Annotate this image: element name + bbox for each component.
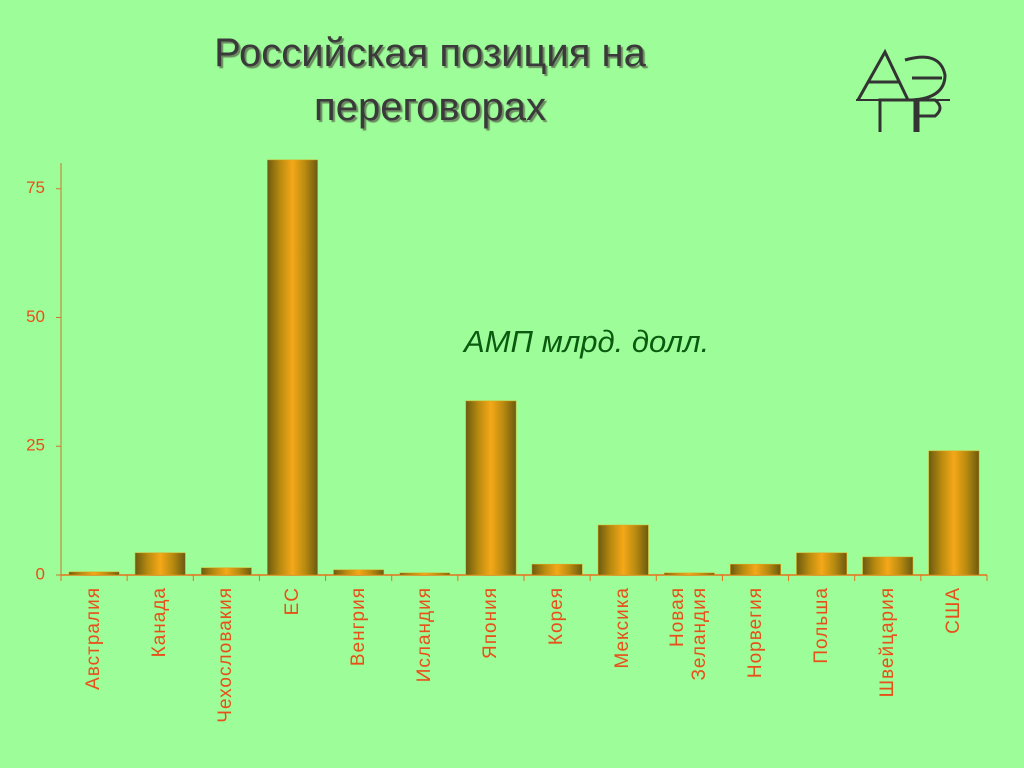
- y-tick-label: 75: [26, 178, 45, 197]
- bar: [200, 567, 252, 576]
- bar: [663, 572, 715, 576]
- chart-title: Российская позиция на переговорах: [214, 31, 646, 129]
- bar: [399, 572, 451, 576]
- bar: [862, 556, 914, 576]
- bar: [68, 571, 120, 576]
- x-tick-label: ЕС: [281, 587, 303, 616]
- logo: [856, 48, 950, 132]
- x-tick-label: Австралия: [83, 587, 105, 690]
- x-tick-label: Швейцария: [876, 587, 898, 698]
- bar: [796, 552, 848, 576]
- bar: [928, 450, 980, 576]
- x-tick-label: Канада: [149, 587, 171, 658]
- bar: [730, 563, 781, 576]
- bar: [531, 563, 583, 576]
- x-tick-label: Польша: [810, 587, 832, 664]
- x-tick-label: Япония: [479, 587, 501, 659]
- x-tick-label: Венгрия: [347, 587, 369, 667]
- y-tick-label: 50: [26, 307, 45, 326]
- bar: [267, 159, 318, 576]
- x-tick-label: Мексика: [612, 587, 634, 669]
- y-tick-label: 0: [36, 564, 45, 583]
- y-tick-label: 25: [26, 436, 45, 455]
- annotation: АМП млрд. долл.: [464, 324, 710, 359]
- x-tick-label: Новая Зеландия: [667, 587, 711, 681]
- x-tick-label: Исландия: [413, 587, 435, 683]
- x-tick-label: Норвегия: [744, 587, 766, 679]
- bar: [465, 400, 517, 576]
- bar: [597, 524, 649, 576]
- bar: [134, 552, 186, 576]
- bar: [333, 569, 385, 576]
- x-tick-label: США: [942, 587, 964, 634]
- x-tick-label: Корея: [546, 587, 568, 646]
- x-tick-label: Чехословакия: [215, 587, 237, 723]
